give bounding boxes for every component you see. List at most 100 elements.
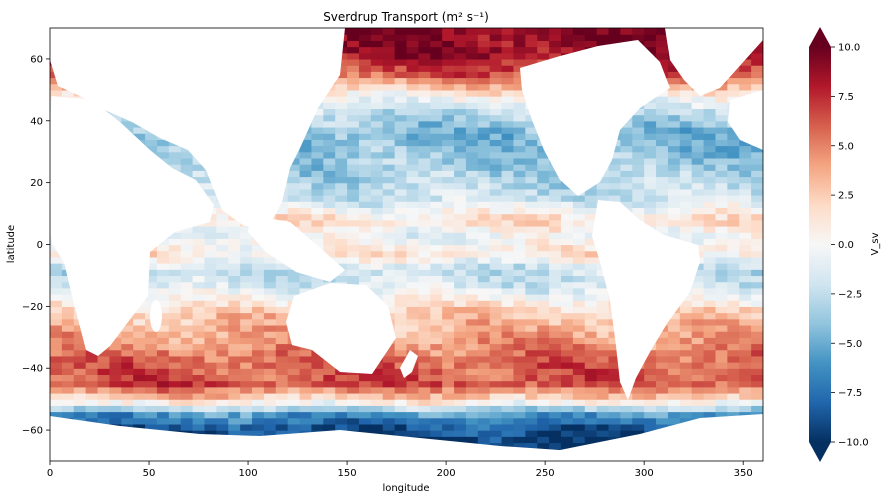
heatmap-cell (382, 417, 396, 425)
heatmap-cell (50, 380, 63, 388)
heatmap-cell (358, 269, 372, 277)
heatmap-cell (370, 34, 384, 41)
heatmap-cell (347, 151, 360, 159)
heatmap-cell (240, 368, 253, 375)
heatmap-cell (703, 362, 717, 369)
heatmap-cell (358, 374, 372, 382)
heatmap-cell (537, 318, 550, 326)
heatmap-cell (323, 392, 336, 400)
heatmap-cell (240, 244, 253, 252)
heatmap-cell (501, 417, 515, 425)
heatmap-cell (418, 263, 431, 270)
heatmap-cell (394, 65, 408, 72)
heatmap-cell (489, 405, 503, 413)
heatmap-cell (465, 331, 479, 338)
heatmap-cell (727, 263, 740, 270)
heatmap-cell (323, 380, 336, 388)
heatmap-cell (572, 343, 586, 351)
heatmap-cell (299, 380, 313, 388)
heatmap-cell (703, 164, 717, 171)
heatmap-cell (727, 331, 740, 338)
heatmap-cell (572, 318, 586, 326)
heatmap-cell (656, 126, 669, 134)
heatmap-cell (513, 164, 526, 171)
heatmap-cell (442, 40, 455, 48)
heatmap-cell (454, 28, 467, 35)
heatmap-cell (501, 151, 515, 159)
heatmap-cell (477, 244, 491, 252)
heatmap-cell (501, 182, 515, 190)
heatmap-cell (751, 232, 763, 239)
heatmap-cell (442, 269, 455, 277)
heatmap-cell (489, 176, 503, 184)
heatmap-cell (430, 250, 443, 258)
heatmap-cell (133, 405, 146, 413)
heatmap-cell (667, 151, 681, 159)
heatmap-cell (656, 34, 669, 41)
heatmap-cell (596, 287, 610, 295)
heatmap-cell (382, 411, 396, 419)
heatmap-cell (204, 188, 217, 196)
heatmap-cell (632, 133, 645, 140)
heatmap-cell (85, 399, 99, 406)
heatmap-cell (620, 133, 633, 140)
heatmap-cell (275, 213, 289, 221)
heatmap-cell (644, 151, 657, 159)
heatmap-cell (50, 312, 63, 320)
heatmap-cell (727, 195, 740, 202)
heatmap-cell (549, 300, 562, 307)
heatmap-cell (584, 349, 598, 357)
heatmap-cell (703, 96, 717, 103)
heatmap-cell (50, 411, 63, 419)
heatmap-cell (418, 83, 431, 91)
heatmap-cell (727, 386, 740, 394)
heatmap-cell (370, 133, 384, 140)
heatmap-cell (370, 40, 384, 48)
heatmap-cell (299, 133, 313, 140)
heatmap-cell (204, 219, 217, 227)
heatmap-cell (335, 102, 348, 110)
heatmap-cell (418, 423, 431, 431)
heatmap-cell (501, 195, 515, 202)
heatmap-cell (418, 58, 431, 66)
heatmap-cell (180, 232, 194, 239)
heatmap-cell (465, 207, 479, 215)
heatmap-cell (216, 430, 229, 437)
heatmap-cell (323, 133, 336, 140)
heatmap-cell (430, 225, 443, 233)
heatmap-cell (418, 293, 431, 301)
heatmap-cell (418, 287, 431, 295)
heatmap-cell (560, 411, 574, 419)
heatmap-cell (275, 337, 289, 345)
heatmap-cell (489, 201, 503, 208)
heatmap-cell (584, 244, 598, 252)
heatmap-cell (715, 219, 728, 227)
heatmap-cell (430, 34, 443, 41)
heatmap-cell (430, 430, 443, 437)
heatmap-cell (679, 170, 693, 178)
heatmap-cell (370, 46, 384, 54)
heatmap-cell (477, 133, 491, 140)
heatmap-cell (513, 145, 526, 153)
heatmap-cell (703, 275, 717, 283)
heatmap-cell (679, 337, 693, 345)
heatmap-cell (358, 188, 372, 196)
heatmap-cell (596, 40, 610, 48)
heatmap-cell (751, 238, 763, 246)
heatmap-cell (477, 52, 491, 60)
heatmap-cell (501, 225, 515, 233)
heatmap-cell (656, 96, 669, 103)
heatmap-cell (358, 58, 372, 66)
heatmap-cell (323, 182, 336, 190)
heatmap-cell (394, 374, 408, 382)
heatmap-cell (644, 126, 657, 134)
heatmap-cell (656, 362, 669, 369)
heatmap-cell (442, 244, 455, 252)
heatmap-cell (489, 318, 503, 326)
heatmap-cell (727, 238, 740, 246)
heatmap-cell (418, 28, 431, 35)
heatmap-cell (133, 331, 146, 338)
heatmap-cell (513, 225, 526, 233)
heatmap-cell (204, 275, 217, 283)
heatmap-cell (287, 275, 301, 283)
